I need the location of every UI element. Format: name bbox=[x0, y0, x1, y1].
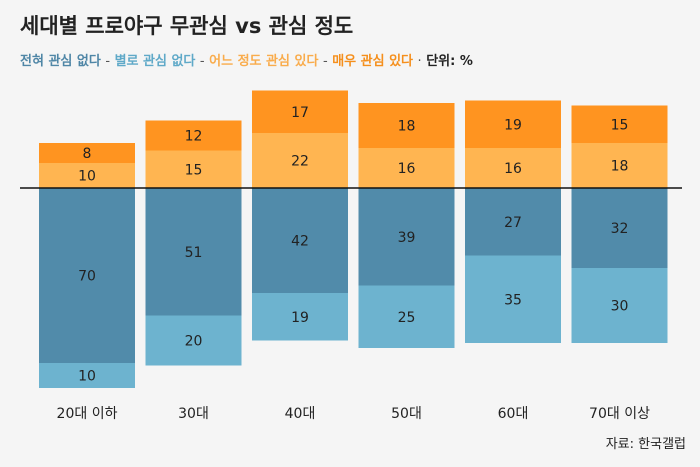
legend-separator: - bbox=[105, 54, 111, 69]
data-label: 15 bbox=[611, 117, 629, 133]
data-label: 51 bbox=[185, 245, 203, 261]
legend: 전혀 관심 없다 - 별로 관심 없다 - 어느 정도 관심 있다 - 매우 관… bbox=[20, 50, 473, 69]
bar-segment bbox=[39, 163, 135, 188]
data-label: 32 bbox=[611, 221, 629, 237]
bar-segment bbox=[39, 363, 135, 388]
data-label: 10 bbox=[78, 169, 96, 185]
data-label: 70 bbox=[78, 269, 96, 285]
data-label: 10 bbox=[78, 369, 96, 385]
legend-not-much: 별로 관심 없다 bbox=[114, 54, 196, 69]
bar-segment bbox=[145, 120, 242, 151]
chart-title: 세대별 프로야구 무관심 vs 관심 정도 bbox=[20, 14, 354, 38]
category-label: 20대 이하 bbox=[57, 406, 118, 422]
category-label: 70대 이상 bbox=[589, 406, 650, 422]
legend-very: 매우 관심 있다 bbox=[332, 54, 413, 69]
category-label: 40대 bbox=[285, 406, 316, 422]
legend-separator: - bbox=[199, 54, 205, 69]
bar-segment bbox=[39, 143, 135, 163]
bar-segment bbox=[252, 90, 348, 133]
bar-segment bbox=[571, 268, 668, 343]
data-label: 18 bbox=[611, 159, 629, 175]
data-label: 35 bbox=[504, 292, 522, 308]
data-label: 22 bbox=[291, 154, 309, 170]
bar-segment bbox=[465, 148, 561, 188]
data-label: 42 bbox=[291, 234, 309, 250]
bar-segment bbox=[465, 188, 561, 256]
bar-segment bbox=[358, 148, 455, 188]
data-label: 16 bbox=[504, 161, 522, 177]
bar-segment bbox=[358, 188, 455, 286]
data-label: 16 bbox=[398, 161, 416, 177]
data-label: 19 bbox=[291, 310, 309, 326]
bar-segment bbox=[571, 143, 668, 188]
legend-dot: · bbox=[417, 54, 422, 69]
data-label: 19 bbox=[504, 117, 522, 133]
data-label: 12 bbox=[185, 129, 203, 145]
category-label: 30대 bbox=[178, 406, 209, 422]
source-label: 자료: 한국갤럽 bbox=[605, 437, 686, 452]
unit-label: 단위: % bbox=[426, 54, 473, 69]
bar-segment bbox=[465, 255, 561, 343]
legend-separator: - bbox=[322, 54, 328, 69]
category-label: 50대 bbox=[391, 406, 422, 422]
bar-segment bbox=[358, 285, 455, 348]
category-label: 60대 bbox=[498, 406, 529, 422]
data-label: 8 bbox=[83, 146, 92, 162]
data-label: 39 bbox=[398, 230, 416, 246]
data-label: 25 bbox=[398, 310, 416, 326]
data-label: 27 bbox=[504, 215, 522, 231]
data-label: 18 bbox=[398, 119, 416, 135]
data-label: 20 bbox=[185, 334, 203, 350]
bar-segment bbox=[145, 150, 242, 188]
bar-segment bbox=[145, 315, 242, 366]
data-label: 15 bbox=[185, 162, 203, 178]
bar-segment bbox=[252, 133, 348, 188]
legend-not-at-all: 전혀 관심 없다 bbox=[20, 54, 101, 69]
bar-segment bbox=[358, 103, 455, 148]
bar-segment bbox=[39, 188, 135, 363]
bar-segment bbox=[145, 188, 242, 316]
bar-segment bbox=[571, 105, 668, 143]
legend-somewhat: 어느 정도 관심 있다 bbox=[209, 54, 319, 69]
bar-segment bbox=[252, 293, 348, 341]
data-label: 30 bbox=[611, 299, 629, 315]
bar-segment bbox=[465, 100, 561, 148]
bar-segment bbox=[571, 188, 668, 268]
bar-segment bbox=[252, 188, 348, 293]
data-label: 17 bbox=[291, 105, 309, 121]
